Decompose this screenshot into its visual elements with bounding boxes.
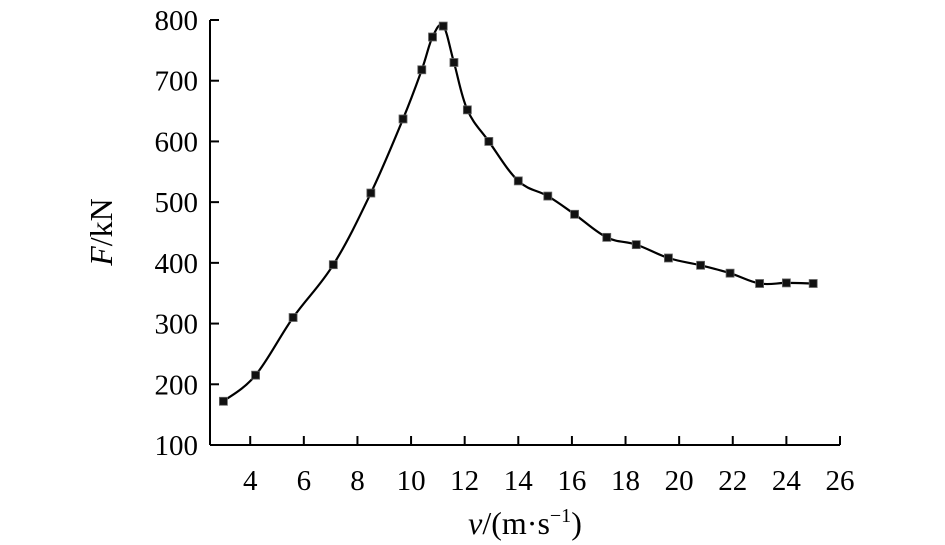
y-tick-label: 800	[155, 5, 199, 37]
y-tick-label: 200	[155, 369, 199, 401]
x-axis-var: v	[468, 505, 483, 541]
y-tick-label: 500	[155, 187, 199, 219]
data-point-marker	[328, 260, 338, 270]
data-point-marker	[755, 279, 764, 288]
x-tick-label: 22	[718, 465, 747, 497]
data-point-marker	[366, 188, 376, 198]
plot-area	[219, 21, 818, 406]
data-point-marker	[449, 58, 459, 67]
x-tick-label: 20	[665, 465, 694, 497]
data-point-marker	[631, 240, 641, 250]
y-tick-label: 700	[155, 66, 199, 98]
x-axis-unit: /(m·s	[482, 505, 550, 541]
y-tick-label: 100	[155, 430, 199, 462]
x-axis-title: v/(m·s−1)	[468, 505, 582, 541]
x-tick-label: 18	[611, 465, 640, 497]
x-ticks: 4 6 8 10 12 14 16 18 20 22 24 26	[243, 436, 855, 497]
x-tick-label: 16	[557, 465, 586, 497]
data-point-marker	[696, 260, 705, 270]
x-tick-label: 14	[504, 465, 534, 497]
data-point-marker	[484, 137, 494, 146]
y-tick-label: 300	[155, 309, 199, 341]
data-point-marker	[438, 21, 448, 31]
data-point-marker	[288, 313, 298, 322]
data-point-marker	[219, 396, 228, 406]
data-point-marker	[513, 176, 523, 186]
x-tick-label: 4	[243, 465, 258, 497]
data-point-marker	[543, 191, 553, 201]
y-ticks: 100 200 300 400 500 600 700 800	[155, 5, 219, 462]
series-line	[222, 23, 814, 403]
axes	[209, 20, 840, 446]
y-axis-var: F	[83, 246, 119, 267]
data-point-marker	[725, 268, 735, 278]
x-axis-unit-close: )	[571, 505, 582, 541]
data-point-marker	[808, 279, 818, 288]
data-point-marker	[428, 32, 437, 42]
y-axis-unit: /kN	[83, 198, 119, 246]
x-tick-label: 12	[450, 465, 479, 497]
data-point-marker	[570, 209, 579, 219]
x-axis-unit-exponent: −1	[550, 505, 571, 527]
data-point-marker	[251, 370, 260, 380]
data-point-marker	[417, 65, 427, 75]
data-point-marker	[664, 253, 673, 263]
x-tick-label: 8	[350, 465, 365, 497]
y-tick-label: 400	[155, 248, 199, 280]
y-tick-label: 600	[155, 126, 199, 158]
x-tick-label: 6	[297, 465, 312, 497]
x-tick-label: 24	[772, 465, 802, 497]
data-point-marker	[781, 278, 791, 288]
data-point-marker	[398, 114, 408, 124]
data-point-marker	[602, 232, 612, 242]
x-tick-label: 10	[397, 465, 426, 497]
data-point-marker	[462, 105, 472, 115]
x-tick-label: 26	[826, 465, 855, 497]
y-axis-title: F/kN	[83, 198, 119, 267]
